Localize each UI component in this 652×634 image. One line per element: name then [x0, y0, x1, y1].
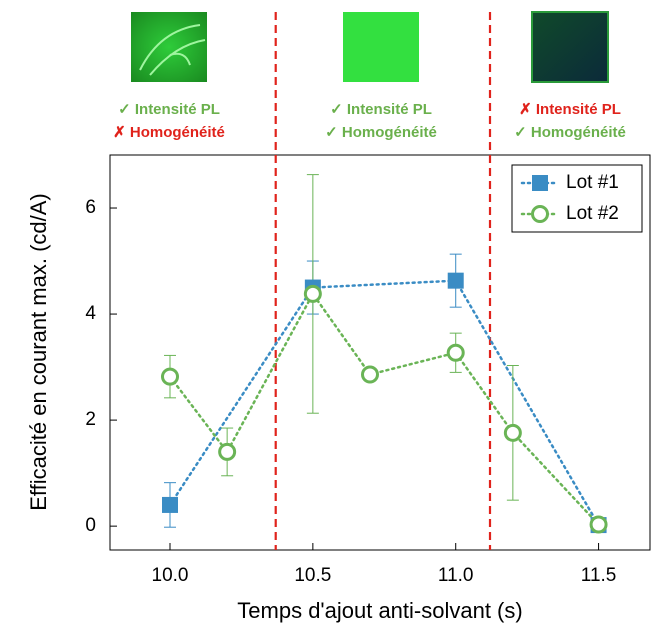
sample-image — [343, 12, 419, 82]
legend-marker — [531, 205, 549, 223]
x-tick-label: 11.5 — [581, 565, 617, 586]
legend-label: Lot #2 — [566, 203, 619, 224]
sample-image — [531, 11, 609, 83]
panel-text: ✓ Homogénéité — [325, 124, 437, 141]
marker — [218, 442, 237, 461]
y-tick-label: 6 — [85, 197, 96, 218]
panel-text: ✓ Homogénéité — [514, 124, 626, 141]
y-tick-label: 4 — [85, 303, 96, 324]
marker — [503, 423, 522, 442]
marker — [446, 343, 465, 362]
x-tick-label: 10.5 — [294, 565, 331, 586]
panel-text: ✓ Intensité PL — [118, 101, 220, 118]
x-tick-label: 11.0 — [438, 565, 474, 586]
marker — [589, 515, 608, 534]
marker — [361, 365, 379, 384]
x-tick-label: 10.0 — [152, 565, 189, 586]
y-tick-label: 0 — [85, 515, 96, 536]
legend-label: Lot #1 — [566, 172, 619, 193]
sample-texture — [139, 24, 206, 76]
sample-image — [131, 12, 207, 82]
marker — [162, 496, 178, 513]
panel-text: ✗ Intensité PL — [519, 101, 621, 118]
legend-marker — [532, 175, 548, 191]
y-tick-label: 2 — [85, 409, 96, 430]
sample-images — [131, 11, 609, 83]
y-axis-label: Efficacité en courant max. (cd/A) — [26, 193, 51, 511]
x-axis-label: Temps d'ajout anti-solvant (s) — [237, 598, 522, 623]
marker — [161, 367, 179, 386]
series-line — [168, 279, 600, 527]
panel-text: ✓ Intensité PL — [330, 101, 432, 118]
panel-text: ✗ Homogénéité — [113, 124, 225, 141]
marker — [303, 284, 322, 303]
marker — [447, 272, 464, 289]
plot-frame — [109, 154, 651, 551]
